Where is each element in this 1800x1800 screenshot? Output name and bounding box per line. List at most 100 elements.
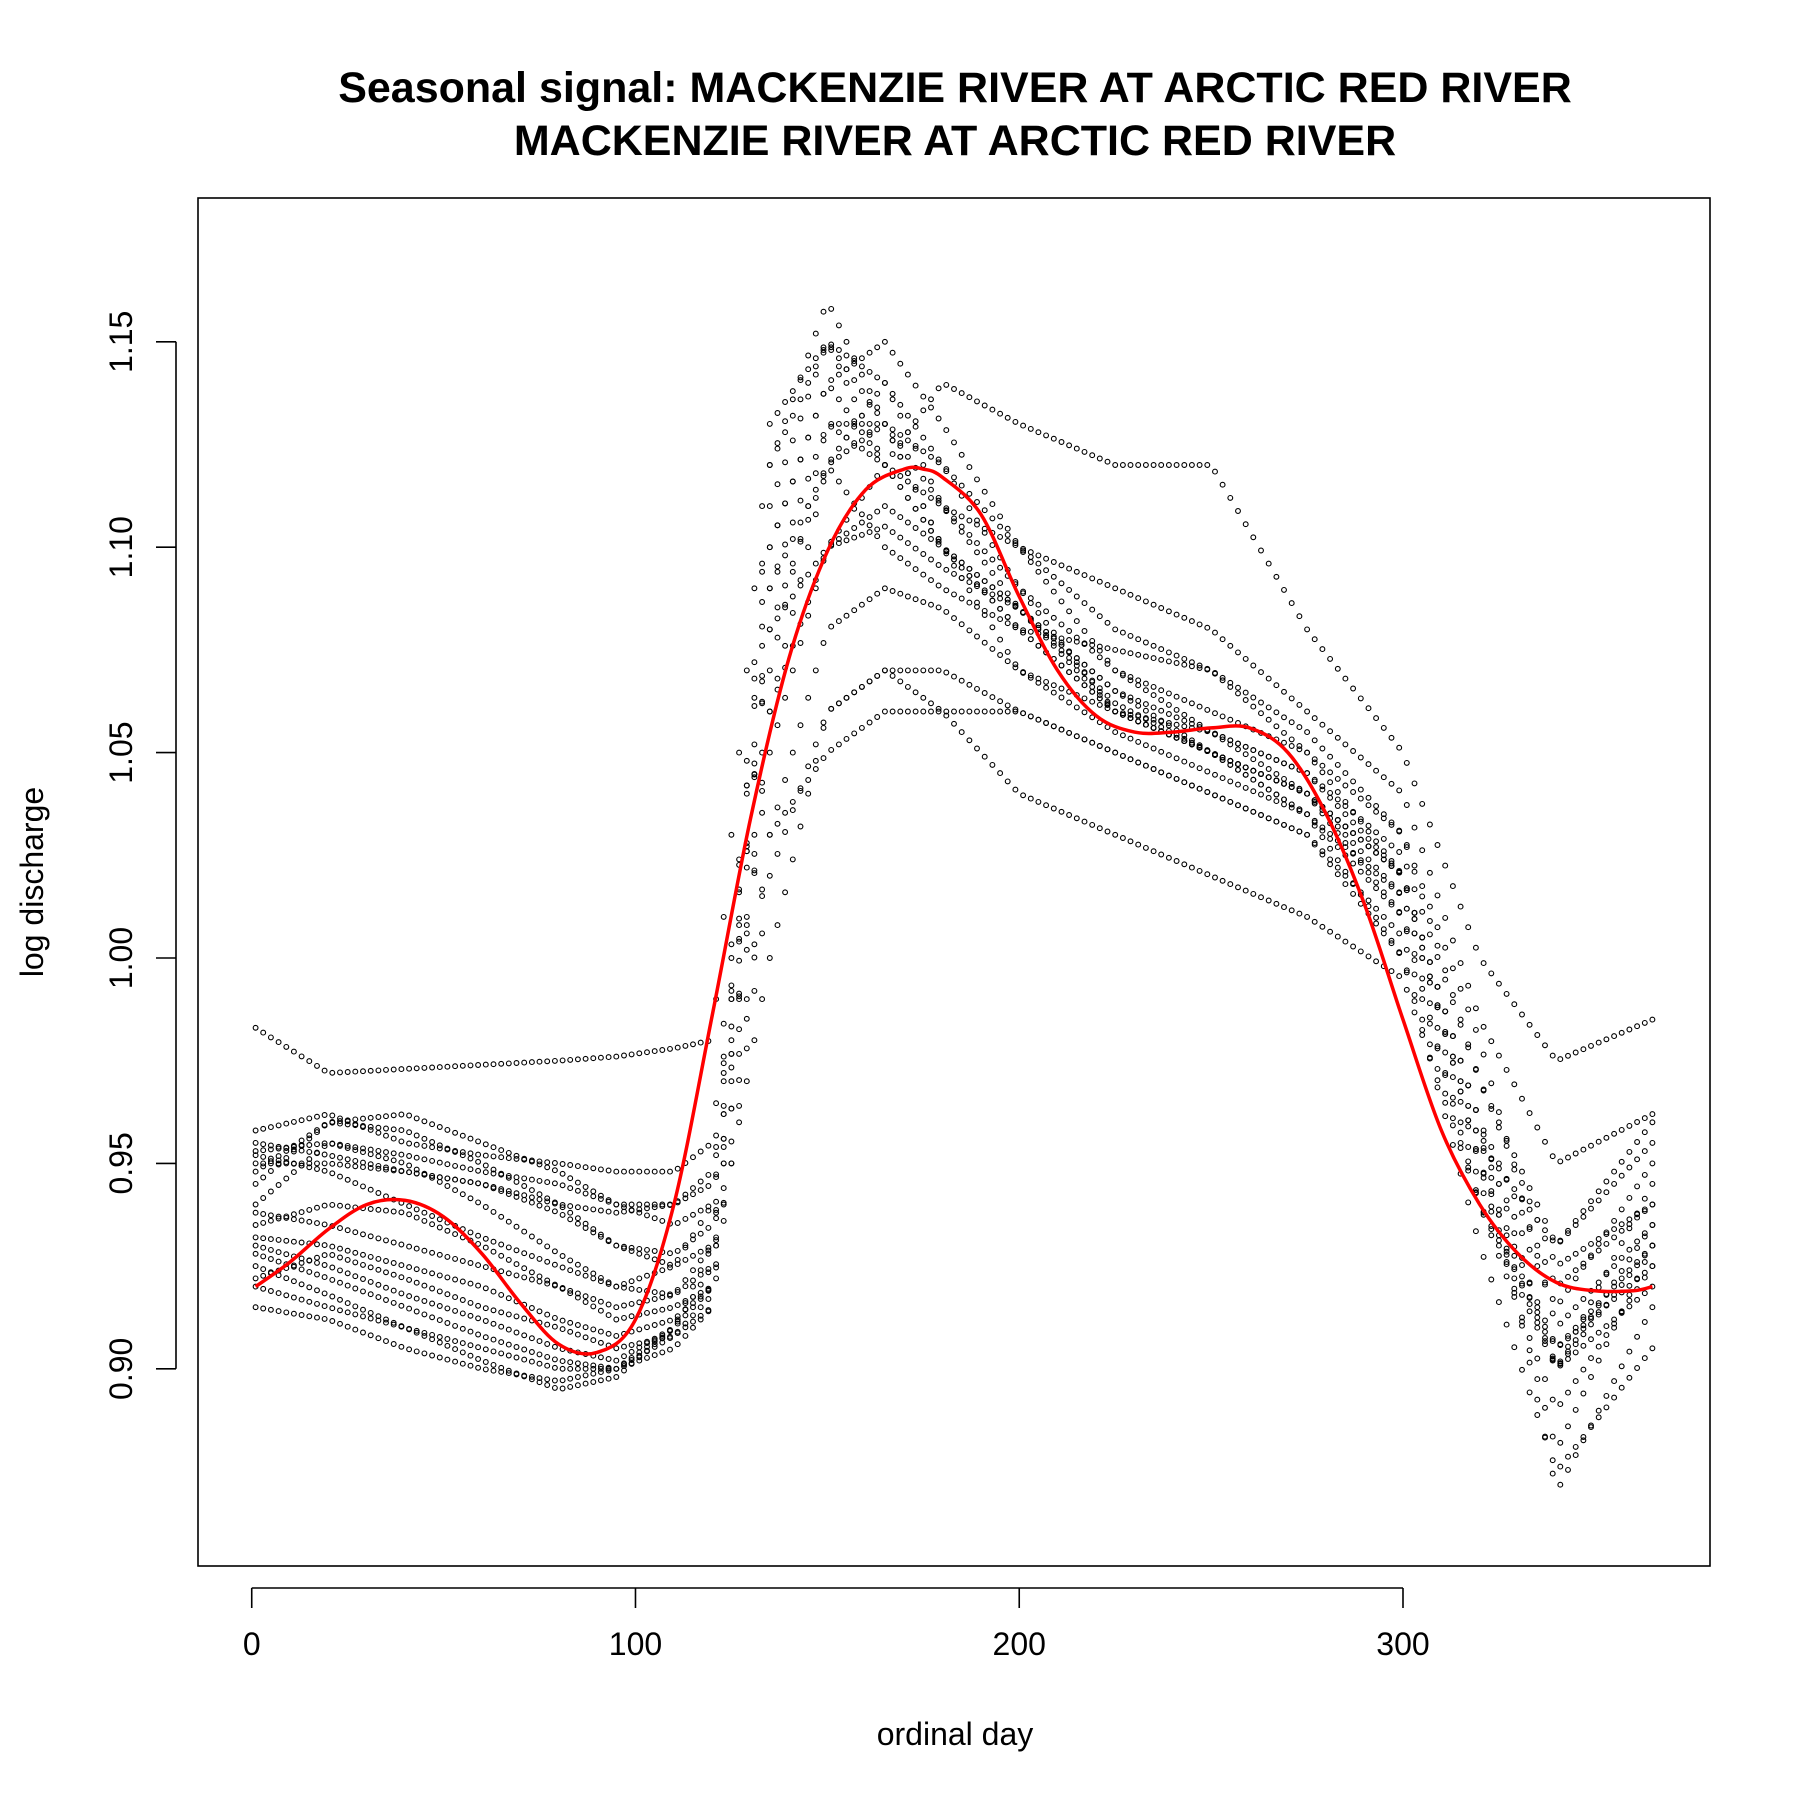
data-point [720,1185,727,1192]
data-point [1572,1250,1579,1257]
data-point [881,503,888,510]
data-point [1043,634,1050,641]
data-point [306,1142,313,1148]
data-point [536,1308,543,1315]
data-point [1526,1308,1533,1315]
data-point [1403,926,1410,933]
data-point [651,1343,658,1350]
data-point [682,1283,689,1290]
data-point [1511,1289,1518,1296]
data-point [367,1067,374,1074]
data-point [812,494,819,501]
data-point [1373,905,1380,912]
data-point [974,571,980,578]
data-point [306,1298,313,1305]
data-point [1181,655,1188,662]
data-point [1112,585,1119,592]
data-point [644,1354,650,1361]
data-point [1380,893,1387,900]
data-point [1588,1321,1594,1328]
data-point [337,1161,343,1168]
data-point [728,1160,735,1167]
data-point [413,1329,420,1336]
data-point [1050,559,1057,565]
data-point [1165,701,1172,708]
data-point [843,420,850,427]
data-point [1342,675,1349,682]
data-point [1081,572,1088,579]
data-point [383,1338,389,1345]
data-point [1426,959,1433,966]
data-point [605,1238,612,1245]
data-point [1357,795,1364,802]
data-point [720,913,727,920]
data-point [1204,666,1211,673]
data-point [858,412,865,419]
data-point [981,753,988,760]
data-point [513,1060,520,1066]
data-point [759,930,766,937]
data-point [390,1341,397,1347]
data-point [1480,1137,1487,1144]
data-point [559,1317,566,1324]
data-point [1580,1314,1587,1320]
data-point [1442,862,1449,869]
data-point [1334,857,1341,864]
data-point [659,1294,666,1301]
data-point [1503,1321,1510,1328]
data-point [820,308,827,315]
data-point [413,1206,420,1213]
data-point [866,349,873,356]
data-point [1319,721,1326,728]
data-point [728,1050,735,1057]
data-point [559,1170,566,1177]
data-point [951,562,957,569]
data-point [352,1180,359,1187]
data-point [352,1326,359,1333]
data-point [421,1209,428,1216]
data-point [766,503,773,510]
data-point [352,1157,359,1164]
data-point [951,553,957,560]
data-point [912,566,919,573]
data-point [743,913,750,920]
data-point [736,996,743,1003]
data-point [375,1190,382,1196]
data-point [1534,1263,1541,1270]
data-point [1012,622,1019,629]
data-point [1488,1102,1495,1109]
data-point [551,1356,558,1363]
data-point [974,583,980,590]
data-point [1565,1343,1571,1350]
data-point [1641,1290,1648,1297]
data-point [505,1311,512,1318]
data-point [651,1201,658,1208]
data-point [705,1269,712,1276]
data-point [544,1159,551,1166]
data-point [697,1281,704,1288]
data-point [1288,600,1295,607]
data-point [536,1058,543,1065]
data-point [590,1165,597,1172]
data-point [659,1319,666,1326]
data-point [636,1357,643,1364]
data-point [1503,1261,1510,1268]
data-point [989,624,996,631]
data-point [682,1191,689,1198]
data-point [928,404,934,411]
data-point [436,1272,443,1279]
data-point [367,1114,374,1121]
data-point [920,489,927,496]
data-point [851,423,858,430]
x-tick-label: 0 [243,1626,261,1662]
data-point [644,1272,650,1279]
data-point [912,505,919,512]
data-point [1565,1466,1571,1473]
data-point [252,1168,259,1175]
data-point [897,440,904,447]
data-point [306,1164,313,1171]
y-axis-label: log discharge [14,787,50,977]
data-point [1181,697,1188,703]
data-point [1050,629,1057,636]
data-point [1227,798,1234,805]
